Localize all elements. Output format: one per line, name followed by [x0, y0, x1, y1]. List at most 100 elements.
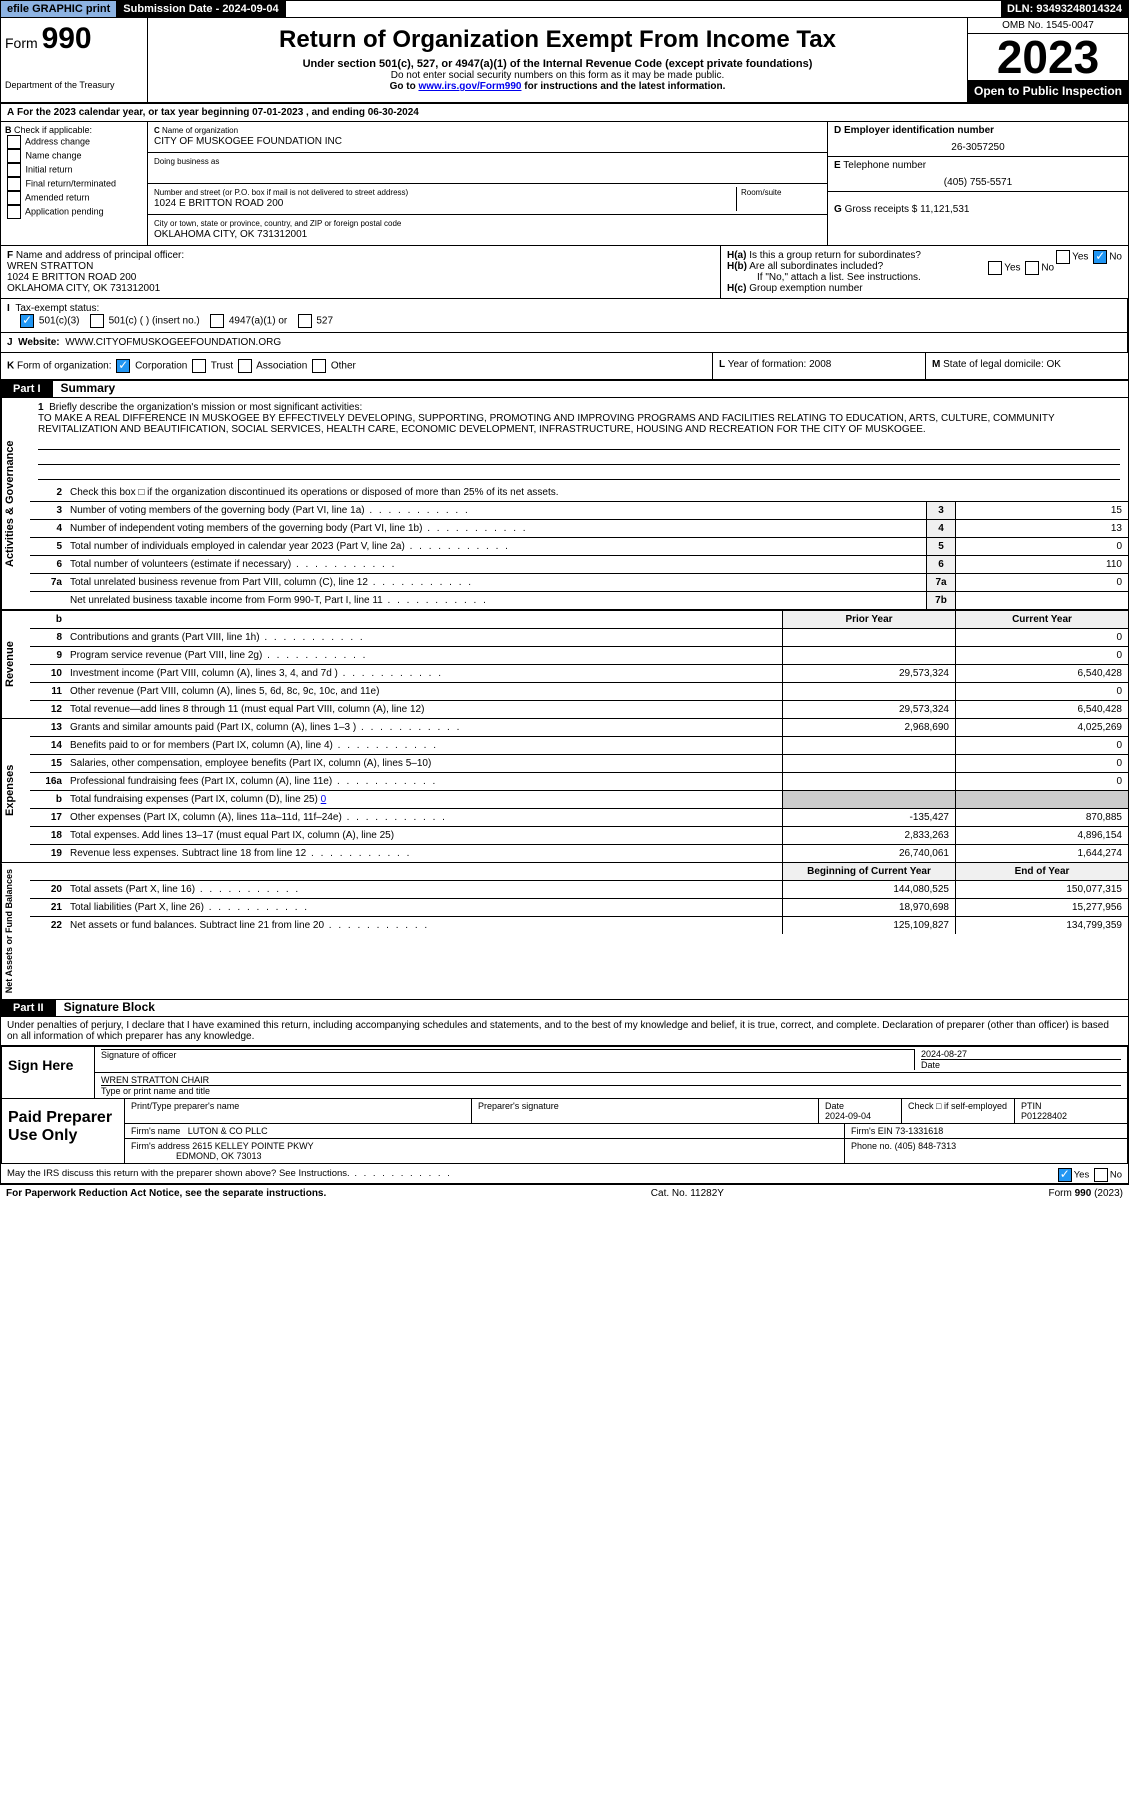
chk-4947[interactable] [210, 314, 224, 328]
chk-corporation[interactable] [116, 359, 130, 373]
tax-exempt-status: I Tax-exempt status: 501(c)(3) 501(c) ( … [1, 299, 1128, 332]
part2-title: Signature Block [56, 1000, 155, 1014]
line-22: Net assets or fund balances. Subtract li… [66, 917, 782, 934]
chk-application-pending[interactable] [7, 205, 21, 219]
line-19: Revenue less expenses. Subtract line 18 … [66, 845, 782, 862]
form-body: Form 990 Department of the Treasury Inte… [0, 18, 1129, 1184]
chk-amended-return[interactable] [7, 191, 21, 205]
footer-left: For Paperwork Reduction Act Notice, see … [6, 1188, 326, 1199]
line-21: Total liabilities (Part X, line 26) [66, 899, 782, 916]
paid-preparer-label: Paid Preparer Use Only [2, 1099, 125, 1163]
principal-officer: F Name and address of principal officer:… [1, 246, 721, 298]
line-3: Number of voting members of the governin… [66, 502, 926, 519]
chk-527[interactable] [298, 314, 312, 328]
ssn-warning: Do not enter social security numbers on … [152, 70, 963, 81]
group-return: H(a) Is this a group return for subordin… [721, 246, 1128, 298]
chk-501c[interactable] [90, 314, 104, 328]
org-name: CITY OF MUSKOGEE FOUNDATION INC [154, 136, 342, 147]
firm-ein: 73-1331618 [895, 1126, 943, 1136]
chk-discuss-no[interactable] [1094, 1168, 1108, 1182]
col-c-org-info: C Name of organizationCITY OF MUSKOGEE F… [148, 122, 828, 245]
year-formation: L Year of formation: 2008 [713, 353, 926, 379]
footer-form: Form 990 (2023) [1049, 1188, 1123, 1199]
chk-501c3[interactable] [20, 314, 34, 328]
hdr-end-year: End of Year [955, 863, 1128, 880]
sidebar-expenses: Expenses [1, 719, 30, 862]
year-box: OMB No. 1545-0047 2023 Open to Public In… [967, 18, 1128, 102]
chk-hb-yes[interactable] [988, 261, 1002, 275]
state-domicile: M State of legal domicile: OK [926, 353, 1128, 379]
org-city: OKLAHOMA CITY, OK 731312001 [154, 229, 307, 240]
line-18: Total expenses. Add lines 13–17 (must eq… [66, 827, 782, 844]
firm-name: LUTON & CO PLLC [188, 1126, 268, 1136]
org-street: 1024 E BRITTON ROAD 200 [154, 198, 283, 209]
sidebar-net-assets: Net Assets or Fund Balances [1, 863, 30, 999]
open-inspection: Open to Public Inspection [968, 80, 1128, 102]
perjury-text: Under penalties of perjury, I declare th… [1, 1017, 1128, 1045]
mission-text: TO MAKE A REAL DIFFERENCE IN MUSKOGEE BY… [38, 413, 1054, 435]
hdr-begin-year: Beginning of Current Year [782, 863, 955, 880]
chk-other[interactable] [312, 359, 326, 373]
chk-final-return[interactable] [7, 177, 21, 191]
sidebar-governance: Activities & Governance [1, 398, 30, 609]
hdr-prior-year: Prior Year [782, 611, 955, 628]
discuss-row: May the IRS discuss this return with the… [1, 1164, 1128, 1183]
line-4: Number of independent voting members of … [66, 520, 926, 537]
line-15: Salaries, other compensation, employee b… [66, 755, 782, 772]
form-990: Form 990 [5, 22, 143, 56]
part1-title: Summary [53, 381, 116, 395]
chk-address-change[interactable] [7, 135, 21, 149]
val-3: 15 [955, 502, 1128, 519]
firm-phone: (405) 848-7313 [895, 1141, 957, 1151]
chk-ha-no[interactable] [1093, 250, 1107, 264]
line-10: Investment income (Part VIII, column (A)… [66, 665, 782, 682]
part2-header: Part II [1, 1000, 56, 1016]
chk-trust[interactable] [192, 359, 206, 373]
line-12: Total revenue—add lines 8 through 11 (mu… [66, 701, 782, 718]
sign-here-block: Sign Here Signature of officer2024-08-27… [1, 1045, 1128, 1099]
form-of-org: K Form of organization: Corporation Trus… [1, 353, 713, 379]
top-bar: efile GRAPHIC print Submission Date - 20… [0, 0, 1129, 18]
chk-association[interactable] [238, 359, 252, 373]
line-16a: Professional fundraising fees (Part IX, … [66, 773, 782, 790]
chk-ha-yes[interactable] [1056, 250, 1070, 264]
sign-date: 2024-08-27 [921, 1049, 1121, 1060]
dept-treasury: Department of the Treasury [5, 80, 143, 90]
chk-name-change[interactable] [7, 149, 21, 163]
ein: 26-3057250 [834, 136, 1122, 153]
phone: (405) 755-5571 [834, 171, 1122, 188]
gross-receipts: 11,121,531 [920, 204, 969, 215]
chk-hb-no[interactable] [1025, 261, 1039, 275]
efile-button[interactable]: efile GRAPHIC print [1, 1, 117, 17]
val-4: 13 [955, 520, 1128, 537]
dln: DLN: 93493248014324 [1001, 1, 1128, 17]
line-16b: Total fundraising expenses (Part IX, col… [66, 791, 782, 808]
line-14: Benefits paid to or for members (Part IX… [66, 737, 782, 754]
line-17: Other expenses (Part IX, column (A), lin… [66, 809, 782, 826]
form-title: Return of Organization Exempt From Incom… [152, 26, 963, 54]
form-title-box: Return of Organization Exempt From Incom… [148, 18, 967, 102]
line-5: Total number of individuals employed in … [66, 538, 926, 555]
val-7a: 0 [955, 574, 1128, 591]
goto-line: Go to www.irs.gov/Form990 for instructio… [152, 81, 963, 92]
chk-discuss-yes[interactable] [1058, 1168, 1072, 1182]
col-b-checkboxes: B Check if applicable: Address change Na… [1, 122, 148, 245]
line-20: Total assets (Part X, line 16) [66, 881, 782, 898]
val-6: 110 [955, 556, 1128, 573]
website-url: WWW.CITYOFMUSKOGEEFOUNDATION.ORG [65, 337, 281, 348]
line-13: Grants and similar amounts paid (Part IX… [66, 719, 782, 736]
hdr-current-year: Current Year [955, 611, 1128, 628]
chk-initial-return[interactable] [7, 163, 21, 177]
line-7a: Total unrelated business revenue from Pa… [66, 574, 926, 591]
sign-here-label: Sign Here [2, 1047, 95, 1098]
irs-link[interactable]: www.irs.gov/Form990 [418, 81, 521, 92]
part1-header: Part I [1, 381, 53, 397]
form-number-box: Form 990 Department of the Treasury Inte… [1, 18, 148, 102]
website-row: J Website: WWW.CITYOFMUSKOGEEFOUNDATION.… [1, 333, 1128, 352]
line-8: Contributions and grants (Part VIII, lin… [66, 629, 782, 646]
mission-block: 1 Briefly describe the organization's mi… [30, 398, 1128, 484]
officer-name: WREN STRATTON CHAIR [101, 1075, 1121, 1086]
val-7b [955, 592, 1128, 609]
form-year: 2023 [968, 34, 1128, 80]
line-9: Program service revenue (Part VIII, line… [66, 647, 782, 664]
